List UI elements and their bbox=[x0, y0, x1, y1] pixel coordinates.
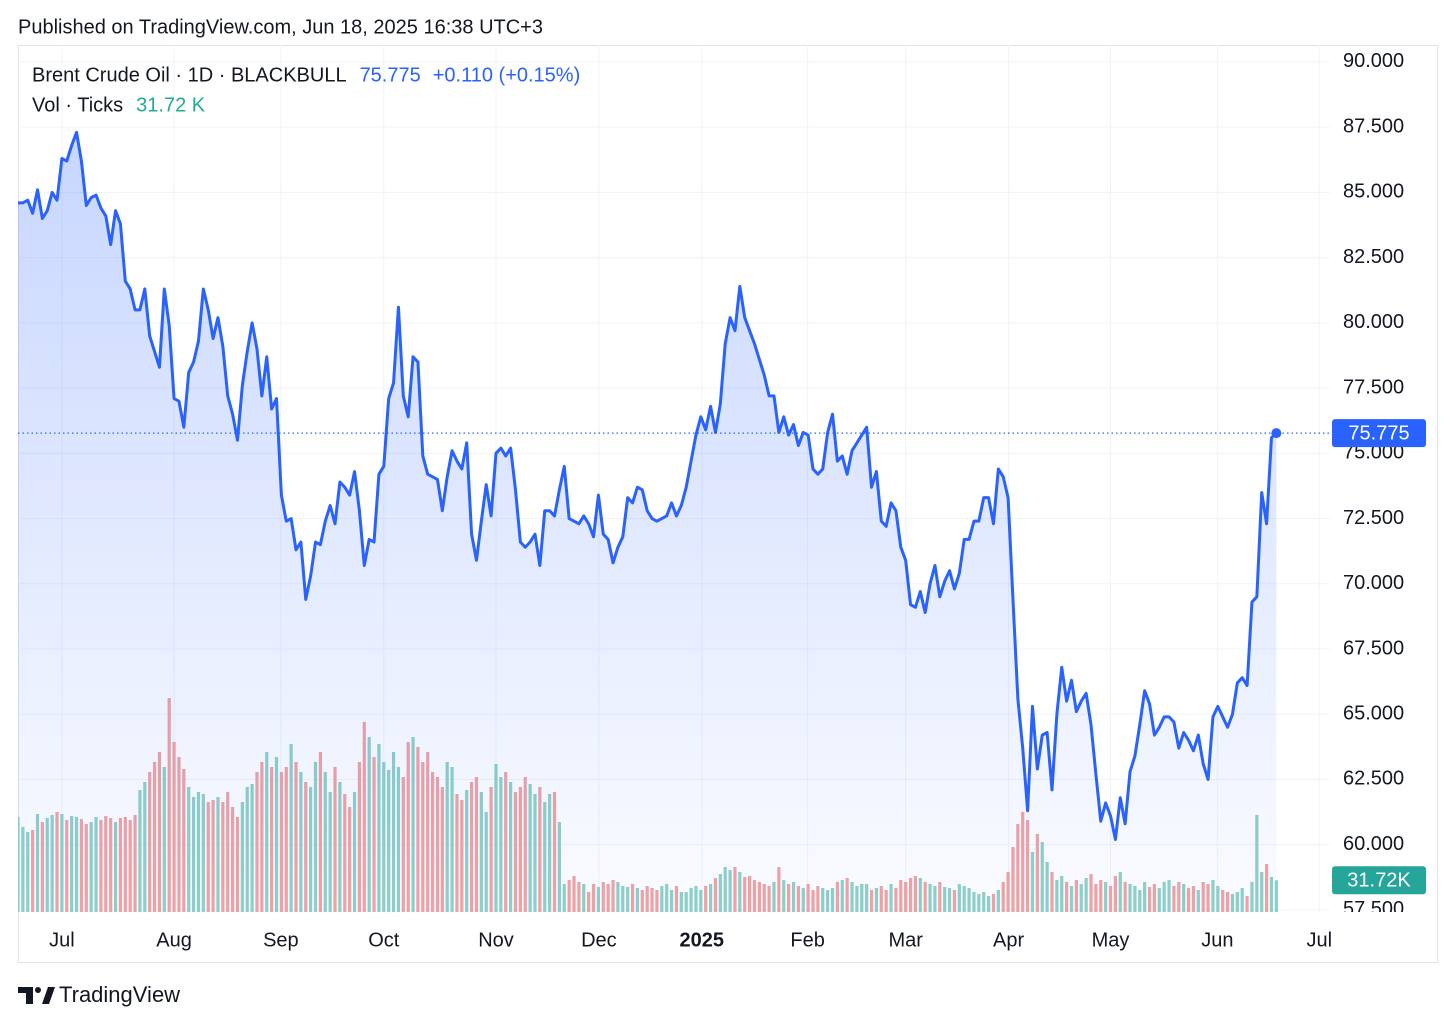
logo-slash bbox=[42, 987, 55, 1004]
y-tick-label: 85.000 bbox=[1343, 181, 1404, 203]
x-tick-label: Feb bbox=[790, 929, 824, 951]
last-price: 75.775 bbox=[360, 64, 421, 86]
x-tick-label: Jul bbox=[1306, 929, 1332, 951]
legend: Brent Crude Oil · 1D · BLACKBULL 75.775 … bbox=[32, 64, 580, 116]
y-tick-label: 75.000 bbox=[1343, 442, 1404, 464]
symbol-title: Brent Crude Oil · 1D · BLACKBULL bbox=[32, 64, 347, 86]
y-tick-label: 62.500 bbox=[1343, 768, 1404, 790]
price-axis: 57.500 60.000 62.500 65.000 67.500 70.000 72.5… bbox=[1343, 50, 1404, 920]
price-badge: 75.775 bbox=[1348, 422, 1409, 444]
x-tick-label: Nov bbox=[478, 929, 514, 951]
time-axis: Jul Aug Sep Oct Nov Dec 2025 Feb Mar Apr May Jun Jul bbox=[49, 929, 1332, 951]
logo-dot bbox=[35, 987, 41, 993]
price-area bbox=[18, 132, 1277, 912]
y-tick-label: 60.000 bbox=[1343, 833, 1404, 855]
y-tick-label: 57.500 bbox=[1343, 898, 1404, 920]
x-tick-label: Sep bbox=[263, 929, 299, 951]
x-tick-label: May bbox=[1092, 929, 1130, 951]
y-tick-label: 90.000 bbox=[1343, 50, 1404, 72]
y-tick-label: 80.000 bbox=[1343, 311, 1404, 333]
logo-mark bbox=[18, 987, 33, 1004]
y-tick-label: 70.000 bbox=[1343, 572, 1404, 594]
x-tick-label: Jun bbox=[1201, 929, 1233, 951]
x-tick-label: Apr bbox=[993, 929, 1024, 951]
y-tick-label: 67.500 bbox=[1343, 637, 1404, 659]
volume-value: 31.72 K bbox=[136, 94, 206, 116]
x-tick-label: Dec bbox=[581, 929, 617, 951]
y-tick-label: 72.500 bbox=[1343, 507, 1404, 529]
last-price-dot bbox=[1271, 428, 1282, 439]
brand-logo: TradingView bbox=[18, 982, 180, 1007]
volume-badge-bg bbox=[1332, 866, 1426, 895]
x-tick-label: Mar bbox=[888, 929, 923, 951]
published-note: Published on TradingView.com, Jun 18, 20… bbox=[18, 16, 543, 38]
x-tick-label: 2025 bbox=[680, 929, 725, 951]
x-tick-label: Oct bbox=[368, 929, 400, 951]
brand-name: TradingView bbox=[59, 982, 180, 1007]
price-line bbox=[18, 130, 1278, 841]
price-change: +0.110 (+0.15%) bbox=[433, 64, 581, 86]
y-tick-label: 87.500 bbox=[1343, 115, 1404, 137]
y-tick-label: 65.000 bbox=[1343, 703, 1404, 725]
price-pane bbox=[18, 130, 1330, 912]
volume-title: Vol · Ticks bbox=[32, 94, 123, 116]
y-tick-label: 77.500 bbox=[1343, 376, 1404, 398]
price-badge-bg bbox=[1332, 419, 1426, 448]
volume-badge: 31.72K bbox=[1347, 870, 1411, 892]
y-tick-label: 82.500 bbox=[1343, 246, 1404, 268]
x-tick-label: Jul bbox=[49, 929, 75, 951]
x-tick-label: Aug bbox=[156, 929, 192, 951]
